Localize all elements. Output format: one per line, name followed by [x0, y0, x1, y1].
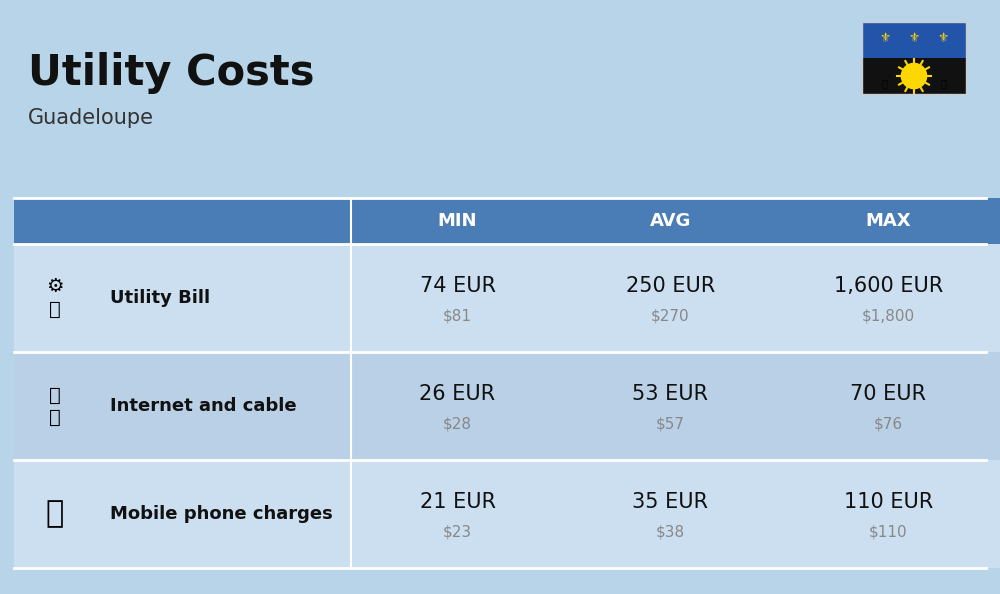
Bar — [777, 352, 1000, 460]
Text: ⚜: ⚜ — [937, 31, 949, 45]
Text: MIN: MIN — [438, 212, 477, 230]
Bar — [351, 244, 564, 352]
Text: 📡
🖥: 📡 🖥 — [49, 386, 61, 426]
Bar — [564, 352, 777, 460]
Text: 53 EUR: 53 EUR — [633, 384, 708, 404]
Text: $57: $57 — [656, 416, 685, 431]
Circle shape — [901, 64, 927, 89]
Text: Utility Costs: Utility Costs — [28, 52, 314, 94]
Bar — [564, 198, 777, 244]
Text: AVG: AVG — [650, 212, 691, 230]
Text: ⚜: ⚜ — [908, 31, 920, 45]
Bar — [96, 352, 351, 460]
Bar — [14, 352, 96, 460]
Text: $1,800: $1,800 — [862, 308, 915, 324]
Text: 110 EUR: 110 EUR — [844, 492, 933, 512]
Text: Internet and cable: Internet and cable — [110, 397, 297, 415]
Bar — [14, 460, 96, 568]
Bar — [14, 244, 96, 352]
Text: MAX: MAX — [866, 212, 911, 230]
Bar — [862, 58, 966, 94]
Bar — [351, 460, 564, 568]
Text: 📱: 📱 — [46, 500, 64, 529]
Bar — [96, 198, 351, 244]
Bar — [96, 244, 351, 352]
Text: $38: $38 — [656, 525, 685, 539]
Text: Mobile phone charges: Mobile phone charges — [110, 505, 333, 523]
Text: Utility Bill: Utility Bill — [110, 289, 210, 307]
Bar — [14, 198, 96, 244]
Text: $270: $270 — [651, 308, 690, 324]
Text: 250 EUR: 250 EUR — [626, 276, 715, 296]
Text: $81: $81 — [443, 308, 472, 324]
Text: 26 EUR: 26 EUR — [419, 384, 496, 404]
Bar — [862, 22, 966, 58]
Bar — [564, 244, 777, 352]
Bar — [96, 460, 351, 568]
Text: 35 EUR: 35 EUR — [633, 492, 708, 512]
Text: ⚜: ⚜ — [879, 31, 891, 45]
Bar — [351, 198, 564, 244]
Bar — [777, 198, 1000, 244]
Text: ⚙
🔌: ⚙ 🔌 — [46, 277, 64, 318]
Text: 🌿: 🌿 — [882, 78, 888, 88]
Text: 70 EUR: 70 EUR — [850, 384, 926, 404]
Text: 1,600 EUR: 1,600 EUR — [834, 276, 943, 296]
Bar — [564, 460, 777, 568]
Text: 21 EUR: 21 EUR — [420, 492, 496, 512]
Text: 🌿: 🌿 — [940, 78, 946, 88]
Bar — [862, 22, 966, 94]
Bar — [777, 244, 1000, 352]
Text: Guadeloupe: Guadeloupe — [28, 108, 154, 128]
Text: $23: $23 — [443, 525, 472, 539]
Text: 74 EUR: 74 EUR — [420, 276, 496, 296]
Text: $76: $76 — [874, 416, 903, 431]
Text: $110: $110 — [869, 525, 908, 539]
Bar — [351, 352, 564, 460]
Bar — [777, 460, 1000, 568]
Text: $28: $28 — [443, 416, 472, 431]
